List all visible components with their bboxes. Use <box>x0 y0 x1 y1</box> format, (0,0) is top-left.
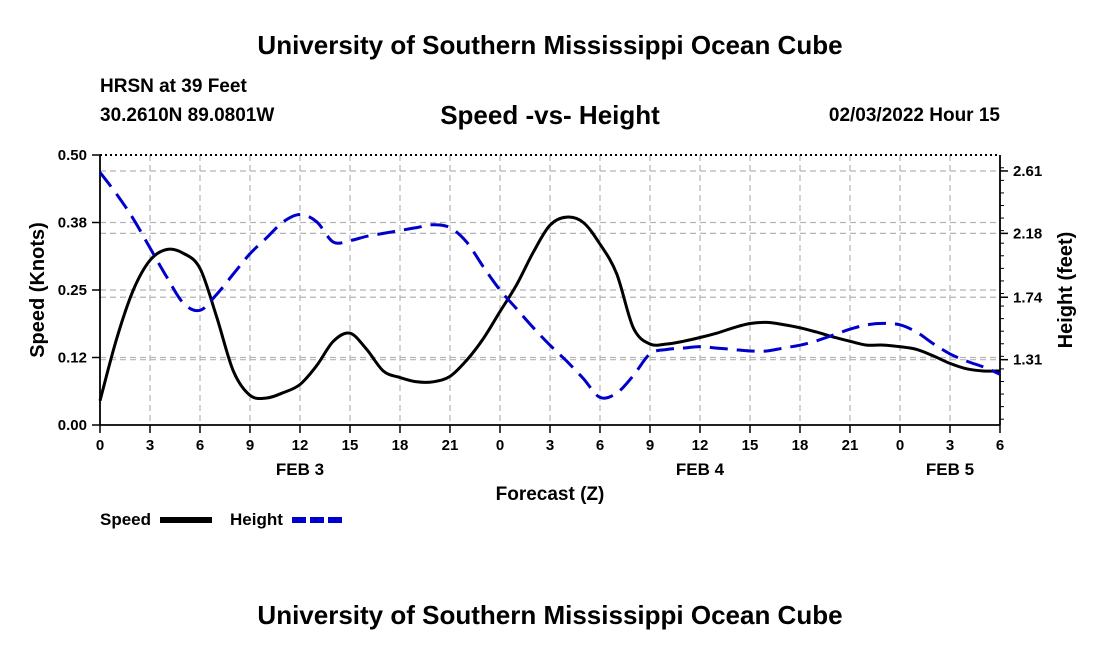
y-tick-label: 0.50 <box>58 147 87 164</box>
x-tick-label: 6 <box>196 437 204 454</box>
station-name: HRSN at 39 Feet <box>100 76 247 97</box>
page-title: University of Southern Mississippi Ocean… <box>257 30 843 60</box>
x-tick-label: 3 <box>546 437 554 454</box>
x-tick-label: 12 <box>292 437 309 454</box>
chart-subtitle: Speed -vs- Height <box>440 100 660 130</box>
y-axis-label: Speed (Knots) <box>27 222 49 358</box>
x-tick-label: 21 <box>442 437 459 454</box>
y-tick-label: 0.38 <box>58 215 87 232</box>
grid-lines <box>100 155 1000 425</box>
x-tick-label: 0 <box>496 437 504 454</box>
day-label: FEB 3 <box>276 460 324 479</box>
y2-tick-label: 1.74 <box>1013 289 1043 306</box>
x-tick-label: 18 <box>392 437 409 454</box>
x-tick-label: 3 <box>146 437 154 454</box>
x-tick-label: 3 <box>946 437 954 454</box>
x-tick-label: 18 <box>792 437 809 454</box>
y-tick-label: 0.25 <box>58 282 87 299</box>
day-label: FEB 4 <box>676 460 725 479</box>
x-tick-label: 6 <box>596 437 604 454</box>
x-tick-label: 0 <box>896 437 904 454</box>
speed-series-line <box>98 215 1001 402</box>
y-tick-label: 0.00 <box>58 417 87 434</box>
x-tick-label: 12 <box>692 437 709 454</box>
station-coordinates: 30.2610N 89.0801W <box>100 105 275 126</box>
tick-labels: 0 3 6 9 12 15 18 21 0 3 6 9 12 15 18 21 0 3 6 0.00 0.12 0.25 0… <box>58 147 1043 479</box>
y2-axis-label: Height (feet) <box>1055 232 1077 349</box>
y2-tick-label: 2.61 <box>1013 163 1042 180</box>
x-tick-label: 6 <box>996 437 1004 454</box>
footer-title: University of Southern Mississippi Ocean… <box>257 600 843 630</box>
forecast-datetime: 02/03/2022 Hour 15 <box>828 105 1000 126</box>
x-tick-label: 9 <box>246 437 254 454</box>
x-tick-label: 0 <box>96 437 104 454</box>
legend-label-speed: Speed <box>100 510 151 529</box>
y2-tick-label: 2.18 <box>1013 225 1042 242</box>
axes <box>92 154 1008 433</box>
y2-tick-label: 1.31 <box>1013 352 1042 369</box>
legend-label-height: Height <box>230 510 283 529</box>
x-tick-label: 9 <box>646 437 654 454</box>
x-axis-label: Forecast (Z) <box>496 484 605 505</box>
day-label: FEB 5 <box>926 460 974 479</box>
x-tick-label: 15 <box>342 437 359 454</box>
speed-height-chart: 0 3 6 9 12 15 18 21 0 3 6 9 12 15 18 21 0 3 6 0.00 0.12 0.25 0… <box>27 147 1077 529</box>
x-tick-label: 15 <box>742 437 759 454</box>
x-tick-label: 21 <box>842 437 859 454</box>
y-tick-label: 0.12 <box>58 350 87 367</box>
series-lines <box>98 171 1001 402</box>
height-series-line <box>98 171 1001 400</box>
legend: Speed Height <box>100 510 344 529</box>
